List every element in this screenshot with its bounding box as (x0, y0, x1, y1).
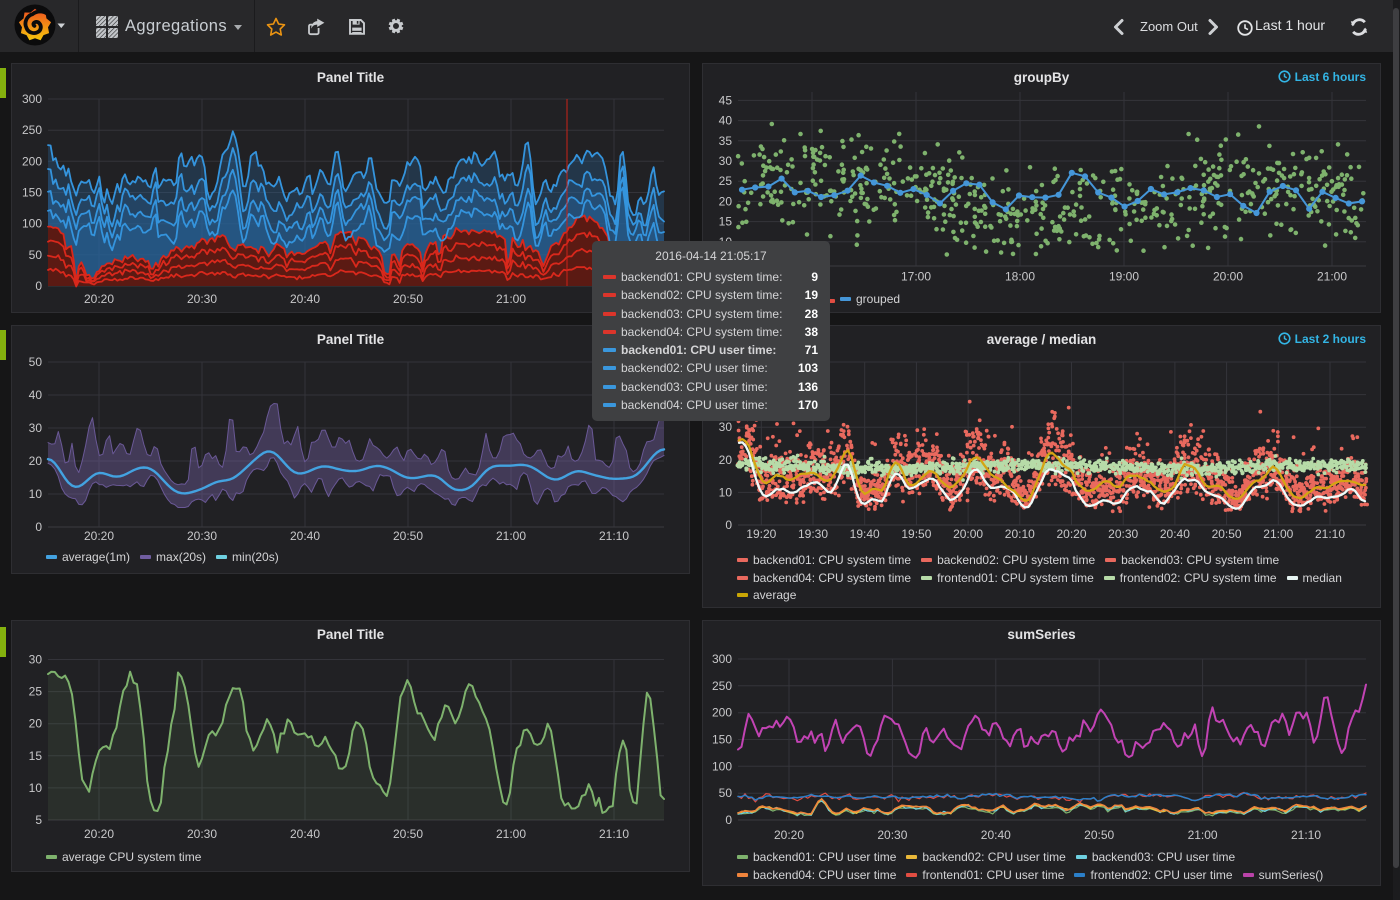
svg-text:15: 15 (29, 749, 43, 763)
svg-text:20:40: 20:40 (290, 827, 320, 841)
svg-text:19:50: 19:50 (901, 527, 931, 541)
svg-text:19:20: 19:20 (746, 527, 776, 541)
svg-text:19:30: 19:30 (798, 527, 828, 541)
svg-text:20:50: 20:50 (393, 292, 423, 306)
svg-text:21:00: 21:00 (1263, 527, 1293, 541)
svg-text:25: 25 (29, 685, 43, 699)
svg-text:45: 45 (719, 93, 733, 107)
svg-text:20:00: 20:00 (953, 527, 983, 541)
svg-text:35: 35 (719, 134, 733, 148)
svg-text:100: 100 (22, 217, 42, 231)
svg-text:17:00: 17:00 (901, 270, 931, 284)
svg-text:250: 250 (22, 123, 42, 137)
svg-text:30: 30 (719, 420, 733, 434)
svg-text:20: 20 (719, 194, 733, 208)
svg-text:20:50: 20:50 (1212, 527, 1242, 541)
svg-text:21:00: 21:00 (496, 827, 526, 841)
svg-text:40: 40 (29, 388, 43, 402)
svg-text:20:40: 20:40 (290, 529, 320, 543)
svg-text:20:30: 20:30 (877, 828, 907, 842)
svg-text:150: 150 (22, 186, 42, 200)
svg-text:10: 10 (29, 487, 43, 501)
svg-text:300: 300 (22, 92, 42, 106)
svg-text:50: 50 (719, 786, 733, 800)
svg-text:300: 300 (712, 652, 732, 666)
svg-text:5: 5 (35, 813, 42, 827)
svg-text:15: 15 (719, 215, 733, 229)
svg-text:250: 250 (712, 679, 732, 693)
svg-text:21:00: 21:00 (1317, 270, 1347, 284)
svg-text:20:40: 20:40 (290, 292, 320, 306)
svg-text:20:50: 20:50 (1084, 828, 1114, 842)
svg-text:0: 0 (725, 518, 732, 532)
svg-text:18:00: 18:00 (1005, 270, 1035, 284)
svg-text:10: 10 (29, 781, 43, 795)
svg-text:19:40: 19:40 (850, 527, 880, 541)
svg-text:30: 30 (719, 154, 733, 168)
svg-text:50: 50 (29, 355, 43, 369)
svg-text:20:30: 20:30 (187, 827, 217, 841)
svg-text:21:00: 21:00 (496, 529, 526, 543)
svg-text:20:20: 20:20 (84, 292, 114, 306)
svg-text:20:20: 20:20 (84, 529, 114, 543)
svg-text:20: 20 (29, 454, 43, 468)
svg-text:21:10: 21:10 (1315, 527, 1345, 541)
svg-text:21:10: 21:10 (599, 827, 629, 841)
svg-text:100: 100 (712, 759, 732, 773)
svg-text:20:50: 20:50 (393, 827, 423, 841)
svg-text:20:50: 20:50 (393, 529, 423, 543)
svg-text:0: 0 (35, 279, 42, 293)
svg-text:20:00: 20:00 (1213, 270, 1243, 284)
svg-text:21:10: 21:10 (1291, 828, 1321, 842)
svg-text:20:30: 20:30 (187, 292, 217, 306)
svg-text:20:20: 20:20 (1056, 527, 1086, 541)
svg-text:20:40: 20:40 (981, 828, 1011, 842)
svg-text:200: 200 (22, 154, 42, 168)
svg-text:20:20: 20:20 (84, 827, 114, 841)
svg-text:0: 0 (35, 520, 42, 534)
svg-text:30: 30 (29, 653, 43, 667)
svg-text:150: 150 (712, 733, 732, 747)
svg-text:20: 20 (29, 717, 43, 731)
svg-text:20:30: 20:30 (1108, 527, 1138, 541)
svg-text:21:00: 21:00 (1188, 828, 1218, 842)
svg-text:25: 25 (719, 174, 733, 188)
svg-text:19:00: 19:00 (1109, 270, 1139, 284)
svg-text:10: 10 (719, 485, 733, 499)
svg-text:30: 30 (29, 421, 43, 435)
svg-text:20: 20 (719, 453, 733, 467)
svg-text:21:00: 21:00 (496, 292, 526, 306)
svg-text:20:20: 20:20 (774, 828, 804, 842)
svg-text:200: 200 (712, 706, 732, 720)
svg-text:20:30: 20:30 (187, 529, 217, 543)
svg-text:21:10: 21:10 (599, 529, 629, 543)
svg-text:20:40: 20:40 (1160, 527, 1190, 541)
svg-text:0: 0 (725, 813, 732, 827)
svg-text:20:10: 20:10 (1005, 527, 1035, 541)
svg-text:50: 50 (29, 248, 43, 262)
svg-text:40: 40 (719, 114, 733, 128)
